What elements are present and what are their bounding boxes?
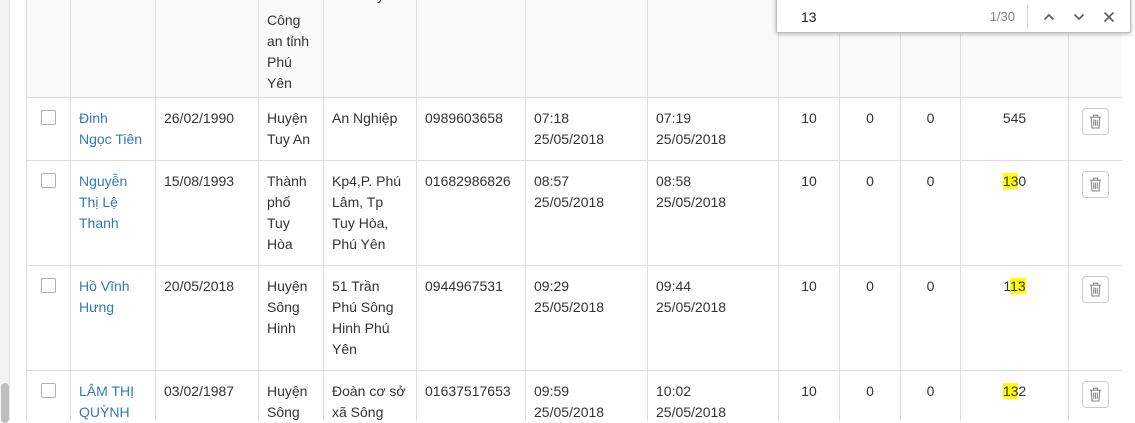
cell-num1: 10	[778, 97, 840, 161]
table-body: Công an tỉnh Phú Yên Đinh Ngọc Tiên 26/0…	[26, 0, 1122, 421]
cell-phone: 01682986826	[416, 160, 526, 266]
find-bar: 13 1/30	[776, 0, 1131, 33]
cell-address: Đoàn cơ sở xã Sông Hinh	[323, 370, 417, 421]
person-name-link[interactable]: Nguyễn Thị Lệ Thanh	[79, 173, 128, 231]
cell-num2: 0	[839, 370, 901, 421]
cell-score: 130	[960, 160, 1069, 266]
cell-phone: 0989603658	[416, 97, 526, 161]
cell-checkbox	[26, 160, 71, 266]
row-checkbox[interactable]	[41, 110, 56, 125]
cell-checkbox	[26, 370, 71, 421]
left-scrollbar-thumb[interactable]	[1, 383, 9, 423]
cell-checkbox	[26, 265, 71, 371]
cell-time-out: 07:19 25/05/2018	[647, 97, 779, 161]
cell-address: An Nghiệp	[323, 97, 417, 161]
cell-checkbox	[26, 0, 71, 98]
cell-num3: 0	[900, 160, 961, 266]
cell-actions	[1068, 265, 1122, 371]
trash-icon	[1089, 114, 1102, 129]
cell-name: Đinh Ngọc Tiên	[70, 97, 156, 161]
cell-checkbox	[26, 97, 71, 161]
row-checkbox[interactable]	[41, 383, 56, 398]
cell-name: Hồ Vĩnh Hưng	[70, 265, 156, 371]
cell-num3: 0	[900, 97, 961, 161]
cell-phone	[416, 0, 526, 98]
find-next-button[interactable]	[1064, 3, 1094, 31]
cell-num2: 0	[839, 160, 901, 266]
cell-name: Nguyễn Thị Lệ Thanh	[70, 160, 156, 266]
cell-time-in: 09:29 25/05/2018	[525, 265, 648, 371]
cell-num2: 0	[839, 97, 901, 161]
person-name-link[interactable]: Hồ Vĩnh Hưng	[79, 278, 130, 315]
cell-actions	[1068, 97, 1122, 161]
search-highlight: 13	[1002, 173, 1019, 189]
trash-icon	[1089, 387, 1102, 402]
cell-time-in: 08:57 25/05/2018	[525, 160, 648, 266]
cell-time-out: 09:44 25/05/2018	[647, 265, 779, 371]
delete-button[interactable]	[1082, 381, 1109, 408]
cell-num2: 0	[839, 265, 901, 371]
cell-phone: 01637517653	[416, 370, 526, 421]
table-row: Nguyễn Thị Lệ Thanh 15/08/1993 Thành phố…	[26, 160, 1122, 266]
cell-time-in: 09:59 25/05/2018	[525, 370, 648, 421]
cell-score: 545	[960, 97, 1069, 161]
cell-address	[323, 0, 417, 98]
cell-num1: 10	[778, 160, 840, 266]
chevron-down-icon	[1073, 13, 1085, 20]
cell-district: Huyện Sông Hinh	[258, 265, 324, 371]
cell-phone: 0944967531	[416, 265, 526, 371]
trash-icon	[1089, 282, 1102, 297]
cell-actions	[1068, 160, 1122, 266]
cell-num3: 0	[900, 370, 961, 421]
cell-address: 51 Trần Phú Sông Hinh Phú Yên	[323, 265, 417, 371]
cell-name	[70, 0, 156, 98]
cell-score: 113	[960, 265, 1069, 371]
cell-district: Thành phố Tuy Hòa	[258, 160, 324, 266]
cell-num1: 10	[778, 265, 840, 371]
delete-button[interactable]	[1082, 171, 1109, 198]
table-row: Đinh Ngọc Tiên 26/02/1990 Huyện Tuy An A…	[26, 97, 1122, 161]
cell-district: Công an tỉnh Phú Yên	[258, 0, 324, 98]
trash-icon	[1089, 177, 1102, 192]
delete-button[interactable]	[1082, 108, 1109, 135]
find-close-button[interactable]	[1094, 3, 1124, 31]
find-divider	[1027, 4, 1028, 29]
cell-time-in	[525, 0, 648, 98]
person-name-link[interactable]: Đinh Ngọc Tiên	[79, 110, 143, 147]
cell-num1: 10	[778, 370, 840, 421]
cutoff-text-fragment: n	[303, 0, 315, 6]
left-scrollbar-track[interactable]	[0, 0, 10, 423]
table-row: LÂM THỊ QUỲNH 03/02/1987 Huyện Sông Hinh…	[26, 370, 1122, 421]
search-highlight: 13	[1010, 278, 1026, 294]
cell-dob	[155, 0, 259, 98]
row-checkbox[interactable]	[41, 173, 56, 188]
cell-dob: 03/02/1987	[155, 370, 259, 421]
delete-button[interactable]	[1082, 276, 1109, 303]
find-match-count: 1/30	[989, 9, 1015, 24]
cell-dob: 15/08/1993	[155, 160, 259, 266]
cell-name: LÂM THỊ QUỲNH	[70, 370, 156, 421]
cell-num3: 0	[900, 265, 961, 371]
row-checkbox[interactable]	[41, 278, 56, 293]
cell-time-in: 07:18 25/05/2018	[525, 97, 648, 161]
data-table: Công an tỉnh Phú Yên Đinh Ngọc Tiên 26/0…	[26, 0, 1122, 421]
cell-score: 132	[960, 370, 1069, 421]
find-input[interactable]: 13	[801, 8, 817, 25]
close-icon	[1103, 11, 1115, 22]
table-row: Hồ Vĩnh Hưng 20/05/2018 Huyện Sông Hinh …	[26, 265, 1122, 371]
cell-district: Huyện Tuy An	[258, 97, 324, 161]
chevron-up-icon	[1043, 13, 1055, 20]
cell-time-out: 08:58 25/05/2018	[647, 160, 779, 266]
cell-dob: 26/02/1990	[155, 97, 259, 161]
person-name-link[interactable]: LÂM THỊ QUỲNH	[79, 383, 134, 420]
cell-actions	[1068, 370, 1122, 421]
cell-dob: 20/05/2018	[155, 265, 259, 371]
search-highlight: 13	[1002, 383, 1019, 399]
find-previous-button[interactable]	[1034, 3, 1064, 31]
cell-district: Huyện Sông Hinh	[258, 370, 324, 421]
cell-time-out: 10:02 25/05/2018	[647, 370, 779, 421]
cutoff-text-fragment: y	[377, 0, 389, 6]
cell-time-out	[647, 0, 779, 98]
cell-address: Kp4,P. Phú Lâm, Tp Tuy Hòa, Phú Yên	[323, 160, 417, 266]
